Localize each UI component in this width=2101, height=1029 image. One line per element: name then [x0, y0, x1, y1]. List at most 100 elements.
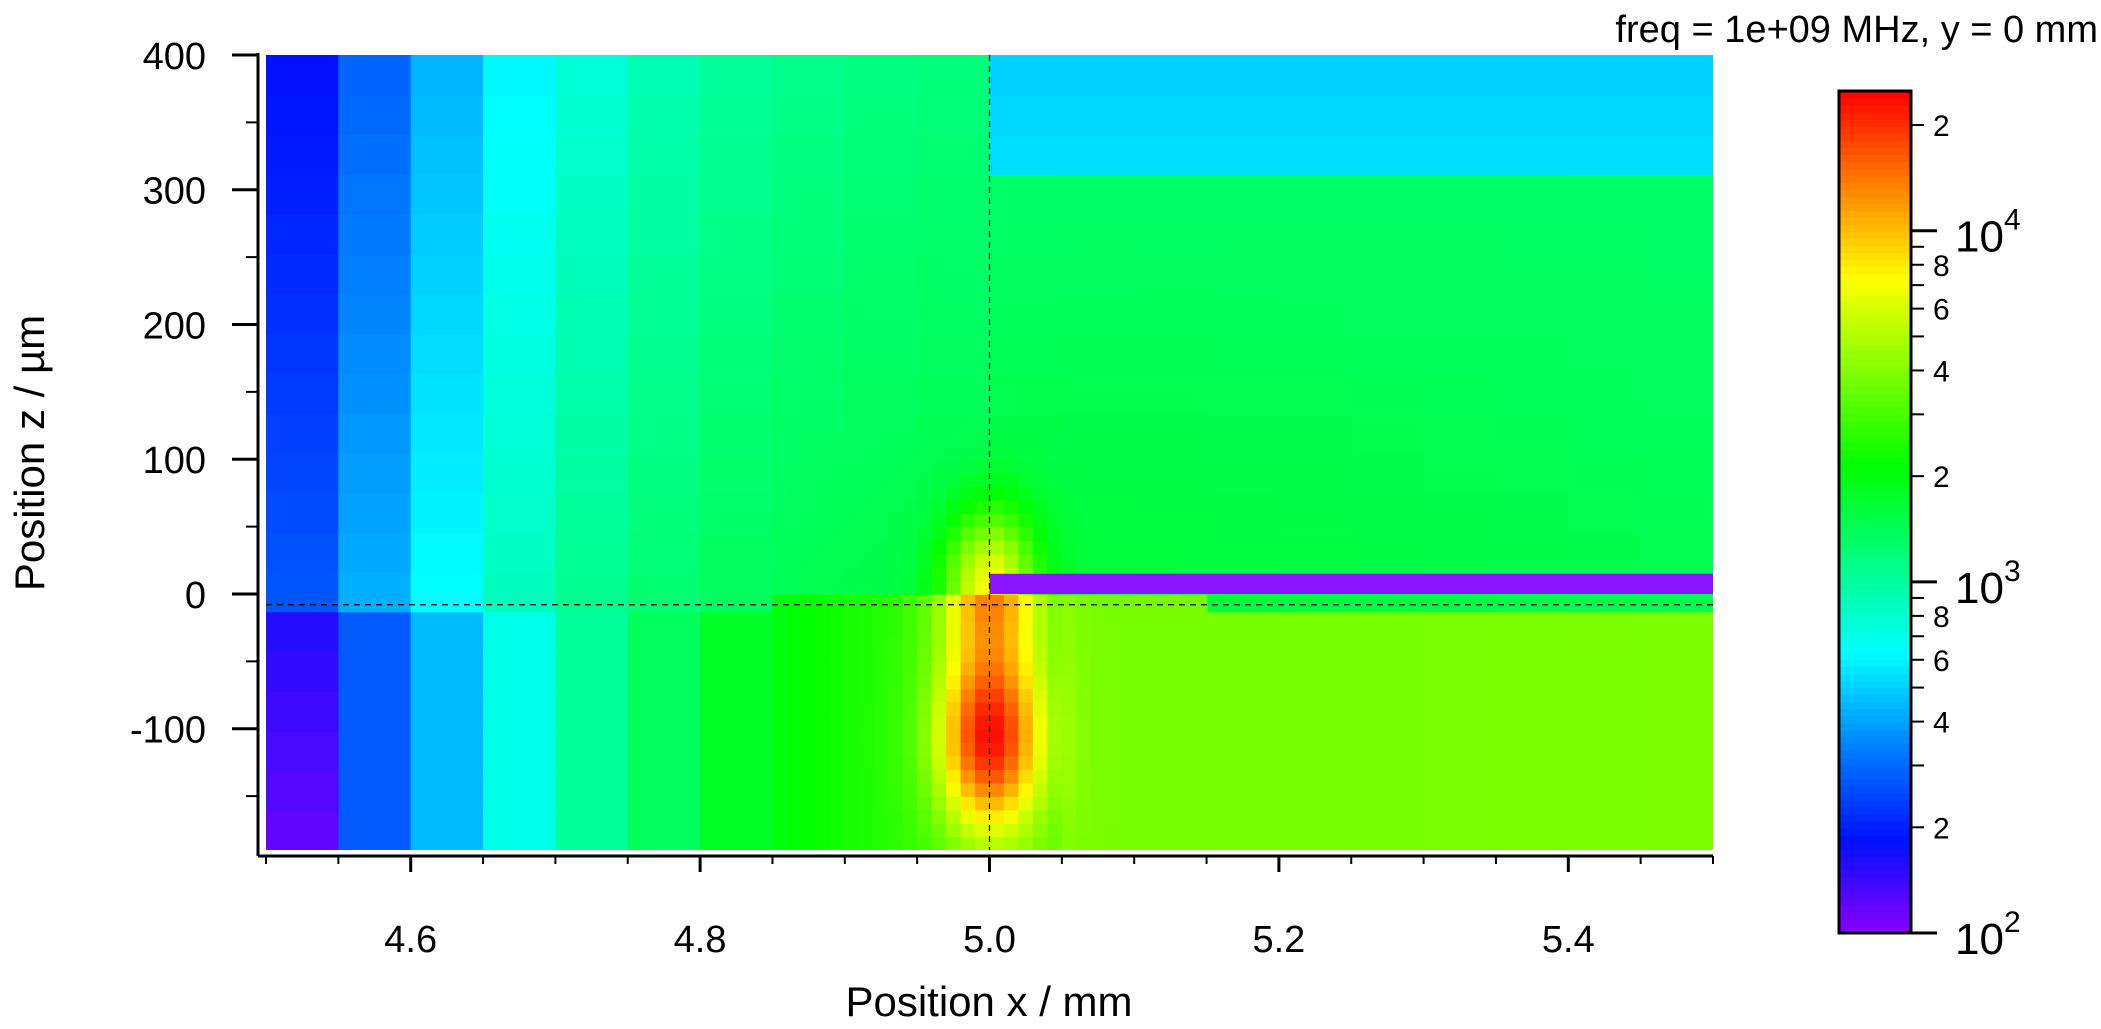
- heatmap-cell: [989, 174, 1063, 215]
- heatmap-cell: [931, 769, 947, 784]
- heatmap-cell: [873, 701, 890, 717]
- heatmap-cell: [989, 674, 1005, 690]
- colorbar-segment: [1839, 147, 1911, 155]
- heatmap-cell: [1047, 674, 1063, 690]
- heatmap-cell: [1090, 823, 1107, 838]
- heatmap-cell: [1105, 647, 1121, 663]
- colorbar-segment: [1839, 904, 1911, 913]
- heatmap-cell: [1495, 532, 1570, 573]
- heatmap-cell: [975, 701, 991, 717]
- heatmap-cell: [931, 836, 947, 850]
- heatmap-cell: [844, 728, 861, 743]
- heatmap-cell: [946, 499, 962, 514]
- heatmap-cell: [931, 647, 947, 663]
- heatmap-cell: [1018, 701, 1034, 717]
- heatmap-cell: [410, 571, 484, 613]
- heatmap-cell: [1119, 661, 1135, 676]
- heatmap-cell: [1047, 620, 1063, 636]
- heatmap-cell: [1061, 661, 1078, 676]
- x-tick-label: 5.4: [1542, 919, 1595, 961]
- heatmap-cell: [1568, 412, 1642, 454]
- heatmap-cell: [1568, 174, 1642, 215]
- heatmap-cell: [844, 823, 861, 838]
- heatmap-cell: [1018, 607, 1034, 622]
- heatmap-cell: [830, 688, 846, 703]
- heatmap-cell: [1003, 661, 1020, 676]
- heatmap-cell: [801, 742, 817, 757]
- heatmap-cell: [1206, 94, 1280, 136]
- heatmap-cell: [989, 526, 1005, 541]
- heatmap-cell: [1148, 607, 1164, 622]
- heatmap-cell: [1177, 647, 1193, 663]
- heatmap-cell: [917, 782, 933, 797]
- heatmap-cell: [975, 472, 991, 487]
- heatmap-cell: [1061, 742, 1078, 757]
- heatmap-cell: [1119, 432, 1135, 447]
- heatmap-cell: [975, 620, 991, 636]
- heatmap-cell: [975, 432, 991, 447]
- heatmap-cell: [960, 499, 976, 514]
- heatmap-cell: [555, 452, 629, 494]
- heatmap-cell: [410, 452, 484, 494]
- heatmap-cell: [1351, 94, 1425, 136]
- colorbar-segment: [1839, 343, 1911, 352]
- heatmap-cell: [989, 486, 1005, 501]
- heatmap-cell: [975, 823, 991, 838]
- heatmap-cell: [844, 809, 861, 824]
- heatmap-cell: [1148, 432, 1164, 447]
- heatmap-cell: [1640, 492, 1713, 533]
- heatmap-cell: [1090, 715, 1107, 730]
- colorbar-segment: [1839, 392, 1911, 401]
- heatmap-cell: [1163, 620, 1179, 636]
- heatmap-cell: [555, 174, 629, 215]
- heatmap-cell: [815, 607, 832, 622]
- heatmap-cell: [830, 728, 846, 743]
- heatmap-cell: [700, 214, 774, 255]
- heatmap-cell: [1177, 782, 1193, 797]
- heatmap-cell: [902, 472, 918, 487]
- heatmap-cell: [1568, 611, 1642, 653]
- heatmap-cell: [960, 526, 976, 541]
- heatmap-cell: [700, 810, 774, 850]
- colorbar-segment: [1839, 420, 1911, 429]
- heatmap-cell: [700, 492, 774, 533]
- heatmap-cell: [1177, 486, 1193, 501]
- heatmap-cell: [873, 526, 890, 541]
- heatmap-cell: [960, 796, 976, 811]
- heatmap-cell: [555, 412, 629, 454]
- heatmap-cell: [338, 174, 412, 215]
- heatmap-cell: [859, 715, 875, 730]
- heatmap-cell: [1495, 214, 1570, 255]
- heatmap-cell: [1148, 769, 1164, 784]
- heatmap-cell: [1206, 770, 1280, 812]
- colorbar-segment: [1839, 806, 1911, 815]
- heatmap-cell: [902, 769, 918, 784]
- heatmap-cell: [1018, 647, 1034, 663]
- y-tick-label: -100: [130, 710, 206, 752]
- heatmap-cell: [1163, 607, 1179, 622]
- heatmap-cell: [1278, 651, 1353, 692]
- heatmap-cell: [815, 472, 832, 487]
- heatmap-cell: [989, 661, 1005, 676]
- heatmap-cell: [888, 782, 904, 797]
- heatmap-cell: [844, 472, 861, 487]
- heatmap-cell: [975, 593, 991, 609]
- heatmap-cell: [1206, 55, 1280, 96]
- heatmap-cell: [1206, 174, 1280, 215]
- heatmap-cell: [989, 373, 1063, 414]
- heatmap-cell: [989, 499, 1005, 514]
- heatmap-cell: [1148, 620, 1164, 636]
- heatmap-cell: [1351, 691, 1425, 732]
- colorbar-segment: [1839, 687, 1911, 696]
- heatmap-cell: [1090, 782, 1107, 797]
- heatmap-cell: [338, 691, 412, 732]
- heatmap-cell: [1163, 836, 1179, 850]
- heatmap-cell: [989, 782, 1005, 797]
- heatmap-cell: [1105, 674, 1121, 690]
- y-axis-ticks: -100 0 100 200 300 400: [130, 36, 258, 798]
- heatmap-cell: [700, 94, 774, 136]
- heatmap-cell: [975, 688, 991, 703]
- heatmap-cell: [1018, 715, 1034, 730]
- heatmap-cell: [902, 836, 918, 850]
- colorbar-tick-label: 2: [1933, 110, 1950, 143]
